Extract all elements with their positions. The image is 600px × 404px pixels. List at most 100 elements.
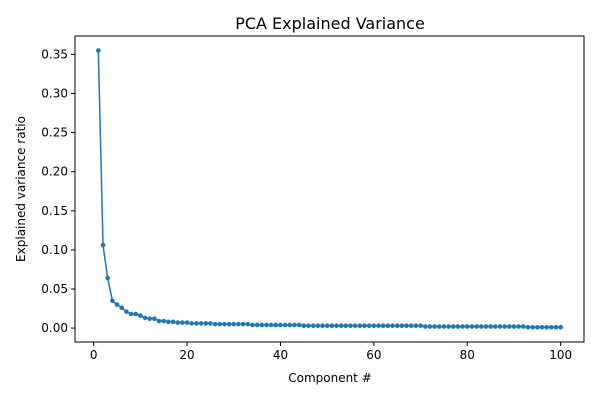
data-point [492,324,498,329]
data-point [352,323,358,329]
data-point [338,323,344,329]
data-point [301,323,307,329]
data-point [394,323,400,329]
data-point [362,323,367,329]
data-point [306,323,311,329]
data-point [114,302,120,307]
data-point [380,323,386,329]
data-point [194,321,199,326]
data-point [418,323,423,329]
data-point [119,305,124,311]
data-point [413,323,419,329]
data-point [236,321,241,327]
data-point [320,323,325,329]
data-point [273,322,279,328]
data-point [222,321,227,327]
data-point [436,324,442,329]
data-point [96,48,101,53]
data-point [432,324,437,329]
data-point [315,323,321,329]
series-layer [96,48,563,330]
data-point [427,324,433,329]
data-point [334,323,339,329]
data-point [376,323,381,329]
data-point [324,323,330,329]
data-point [264,322,269,328]
data-point [128,311,134,317]
y-tick-label: 0.05 [41,282,68,296]
data-point [450,324,456,329]
data-point [530,324,535,330]
data-point [212,321,218,327]
data-point [166,319,171,325]
x-tick-label: 100 [549,348,572,362]
data-point [549,324,554,330]
data-point [446,324,451,329]
y-tick-label: 0.15 [41,204,68,218]
y-tick-label: 0.35 [41,47,68,61]
data-point [124,309,129,314]
data-point [535,324,540,330]
data-point [175,320,181,325]
data-point [366,323,372,329]
data-point [189,321,195,326]
data-point [469,324,475,329]
data-point [245,321,251,327]
data-point [259,322,265,328]
data-point [282,322,288,328]
data-point [250,322,255,328]
data-point [544,324,549,330]
data-point [478,324,484,329]
y-tick-label: 0.20 [41,165,68,179]
data-point [105,275,110,281]
data-point [348,323,353,329]
x-tick-label: 80 [460,348,475,362]
data-point [520,324,526,329]
data-point [180,320,185,325]
y-tick-label: 0.10 [41,243,68,257]
data-point [455,324,461,329]
data-point [385,323,391,329]
data-point [329,323,335,329]
data-point [240,321,246,327]
data-point [133,311,139,317]
series-line [97,50,561,329]
data-point [539,324,545,330]
data-point [231,321,237,327]
data-point [390,323,395,329]
data-point [408,323,414,329]
data-point [343,323,349,329]
data-point [371,323,377,329]
data-point [553,324,559,330]
data-point [208,321,213,326]
data-point [511,324,517,329]
data-point [502,324,507,329]
data-point [488,324,493,329]
data-point [217,321,223,327]
data-point [474,324,479,329]
data-point [287,322,293,328]
x-tick-label: 20 [179,348,194,362]
data-point [516,324,521,329]
data-point [525,324,531,330]
x-tick-label: 60 [366,348,381,362]
y-tick-label: 0.00 [41,321,68,335]
data-point [422,324,428,329]
data-point [110,298,115,304]
x-axis-ticks: 0 20 40 60 80 100 [90,342,572,362]
data-point [226,321,232,327]
data-point [100,242,106,248]
data-point [483,324,489,329]
x-tick-label: 0 [90,348,98,362]
data-point [404,323,409,329]
data-point [310,323,316,329]
y-tick-label: 0.30 [41,86,68,100]
data-point [357,323,363,329]
data-point [170,319,176,325]
x-axis-label: Component # [288,371,372,385]
plot-area [96,48,563,330]
data-point [506,324,512,329]
data-point [184,320,190,325]
